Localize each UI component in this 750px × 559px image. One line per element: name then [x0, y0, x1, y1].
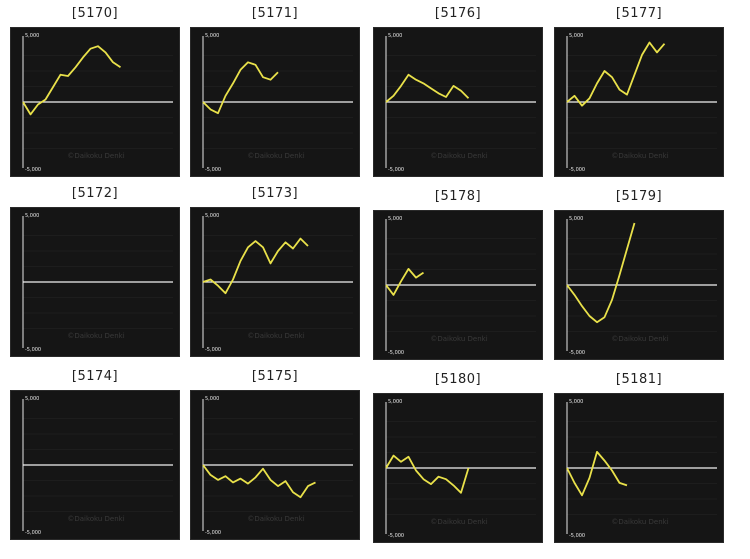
- y-tick-label: 5,000: [388, 216, 402, 222]
- chart-cell: [5180] 5,000 -5,000 ©Daikoku Denki: [373, 369, 543, 545]
- chart-title: [5179]: [615, 189, 663, 204]
- watermark: ©Daikoku Denki: [247, 332, 304, 340]
- watermark: ©Daikoku Denki: [247, 152, 304, 160]
- y-tick-label: 5,000: [205, 213, 219, 219]
- chart-cell: [5181] 5,000 -5,000 ©Daikoku Denki: [554, 369, 724, 545]
- chart-panel: 5,000 -5,000 ©Daikoku Denki: [190, 27, 360, 177]
- chart-svg: 5,000 -5,000 ©Daikoku Denki: [202, 396, 353, 536]
- chart-title: [5176]: [434, 6, 482, 21]
- y-tick-label: -5,000: [569, 167, 585, 173]
- y-tick-label: 5,000: [569, 33, 583, 39]
- y-tick-label: 5,000: [25, 33, 39, 39]
- chart-cell: [5176] 5,000 -5,000 ©Daikoku Denki: [373, 3, 543, 179]
- chart-panel: 5,000 -5,000 ©Daikoku Denki: [10, 390, 180, 540]
- y-tick-label: 5,000: [25, 396, 39, 402]
- watermark: ©Daikoku Denki: [67, 515, 124, 523]
- chart-panel: 5,000 -5,000 ©Daikoku Denki: [373, 210, 543, 360]
- chart-cell: [5174] 5,000 -5,000 ©Daikoku Denki: [10, 366, 180, 542]
- series-line: [385, 268, 424, 296]
- chart-title: [5181]: [615, 372, 663, 387]
- chart-title: [5180]: [434, 372, 482, 387]
- y-tick-label: -5,000: [205, 530, 221, 536]
- y-tick-label: -5,000: [388, 167, 404, 173]
- watermark: ©Daikoku Denki: [611, 335, 668, 343]
- y-tick-label: -5,000: [569, 350, 585, 356]
- chart-title: [5178]: [434, 189, 482, 204]
- y-tick-label: 5,000: [205, 33, 219, 39]
- watermark: ©Daikoku Denki: [430, 335, 487, 343]
- chart-svg: 5,000 -5,000 ©Daikoku Denki: [385, 216, 536, 356]
- chart-title: [5177]: [615, 6, 663, 21]
- chart-title: [5171]: [251, 6, 299, 21]
- y-tick-label: -5,000: [25, 530, 41, 536]
- chart-panel: 5,000 -5,000 ©Daikoku Denki: [554, 393, 724, 543]
- y-tick-label: 5,000: [569, 216, 583, 222]
- y-tick-label: -5,000: [569, 533, 585, 539]
- watermark: ©Daikoku Denki: [430, 518, 487, 526]
- chart-cell: [5171] 5,000 -5,000 ©Daikoku Denki: [190, 3, 360, 179]
- chart-title: [5172]: [71, 186, 119, 201]
- series-line: [202, 61, 279, 115]
- y-tick-label: 5,000: [388, 399, 402, 405]
- y-tick-label: -5,000: [205, 347, 221, 353]
- chart-cell: [5173] 5,000 -5,000 ©Daikoku Denki: [190, 183, 360, 359]
- y-tick-label: 5,000: [388, 33, 402, 39]
- y-tick-label: 5,000: [205, 396, 219, 402]
- chart-svg: 5,000 -5,000 ©Daikoku Denki: [566, 33, 717, 173]
- watermark: ©Daikoku Denki: [247, 515, 304, 523]
- y-tick-label: -5,000: [388, 350, 404, 356]
- series-line: [22, 45, 121, 116]
- series-line: [566, 41, 666, 107]
- chart-svg: 5,000 -5,000 ©Daikoku Denki: [22, 213, 173, 353]
- chart-cell: [5170] 5,000 -5,000 ©Daikoku Denki: [10, 3, 180, 179]
- chart-title: [5173]: [251, 186, 299, 201]
- chart-svg: 5,000 -5,000 ©Daikoku Denki: [566, 399, 717, 539]
- watermark: ©Daikoku Denki: [430, 152, 487, 160]
- chart-title: [5175]: [251, 369, 299, 384]
- chart-svg: 5,000 -5,000 ©Daikoku Denki: [202, 213, 353, 353]
- series-line: [202, 464, 316, 499]
- chart-panel: 5,000 -5,000 ©Daikoku Denki: [373, 27, 543, 177]
- watermark: ©Daikoku Denki: [611, 518, 668, 526]
- chart-cell: [5172] 5,000 -5,000 ©Daikoku Denki: [10, 183, 180, 359]
- chart-panel: 5,000 -5,000 ©Daikoku Denki: [554, 210, 724, 360]
- watermark: ©Daikoku Denki: [611, 152, 668, 160]
- chart-svg: 5,000 -5,000 ©Daikoku Denki: [22, 33, 173, 173]
- chart-title: [5170]: [71, 6, 119, 21]
- series-line: [566, 222, 636, 324]
- chart-cell: [5175] 5,000 -5,000 ©Daikoku Denki: [190, 366, 360, 542]
- chart-svg: 5,000 -5,000 ©Daikoku Denki: [385, 399, 536, 539]
- y-tick-label: 5,000: [569, 399, 583, 405]
- chart-panel: 5,000 -5,000 ©Daikoku Denki: [10, 207, 180, 357]
- series-line: [566, 451, 628, 497]
- y-tick-label: -5,000: [388, 533, 404, 539]
- chart-panel: 5,000 -5,000 ©Daikoku Denki: [190, 207, 360, 357]
- chart-panel: 5,000 -5,000 ©Daikoku Denki: [10, 27, 180, 177]
- series-line: [385, 73, 470, 103]
- chart-panel: 5,000 -5,000 ©Daikoku Denki: [373, 393, 543, 543]
- chart-panel: 5,000 -5,000 ©Daikoku Denki: [190, 390, 360, 540]
- watermark: ©Daikoku Denki: [67, 332, 124, 340]
- chart-title: [5174]: [71, 369, 119, 384]
- series-line: [202, 237, 309, 295]
- y-tick-label: -5,000: [25, 167, 41, 173]
- chart-cell: [5177] 5,000 -5,000 ©Daikoku Denki: [554, 3, 724, 179]
- y-tick-label: 5,000: [25, 213, 39, 219]
- y-tick-label: -5,000: [205, 167, 221, 173]
- chart-svg: 5,000 -5,000 ©Daikoku Denki: [385, 33, 536, 173]
- chart-svg: 5,000 -5,000 ©Daikoku Denki: [202, 33, 353, 173]
- series-line: [385, 454, 470, 494]
- watermark: ©Daikoku Denki: [67, 152, 124, 160]
- y-tick-label: -5,000: [25, 347, 41, 353]
- chart-panel: 5,000 -5,000 ©Daikoku Denki: [554, 27, 724, 177]
- chart-cell: [5178] 5,000 -5,000 ©Daikoku Denki: [373, 186, 543, 362]
- chart-cell: [5179] 5,000 -5,000 ©Daikoku Denki: [554, 186, 724, 362]
- chart-svg: 5,000 -5,000 ©Daikoku Denki: [22, 396, 173, 536]
- chart-svg: 5,000 -5,000 ©Daikoku Denki: [566, 216, 717, 356]
